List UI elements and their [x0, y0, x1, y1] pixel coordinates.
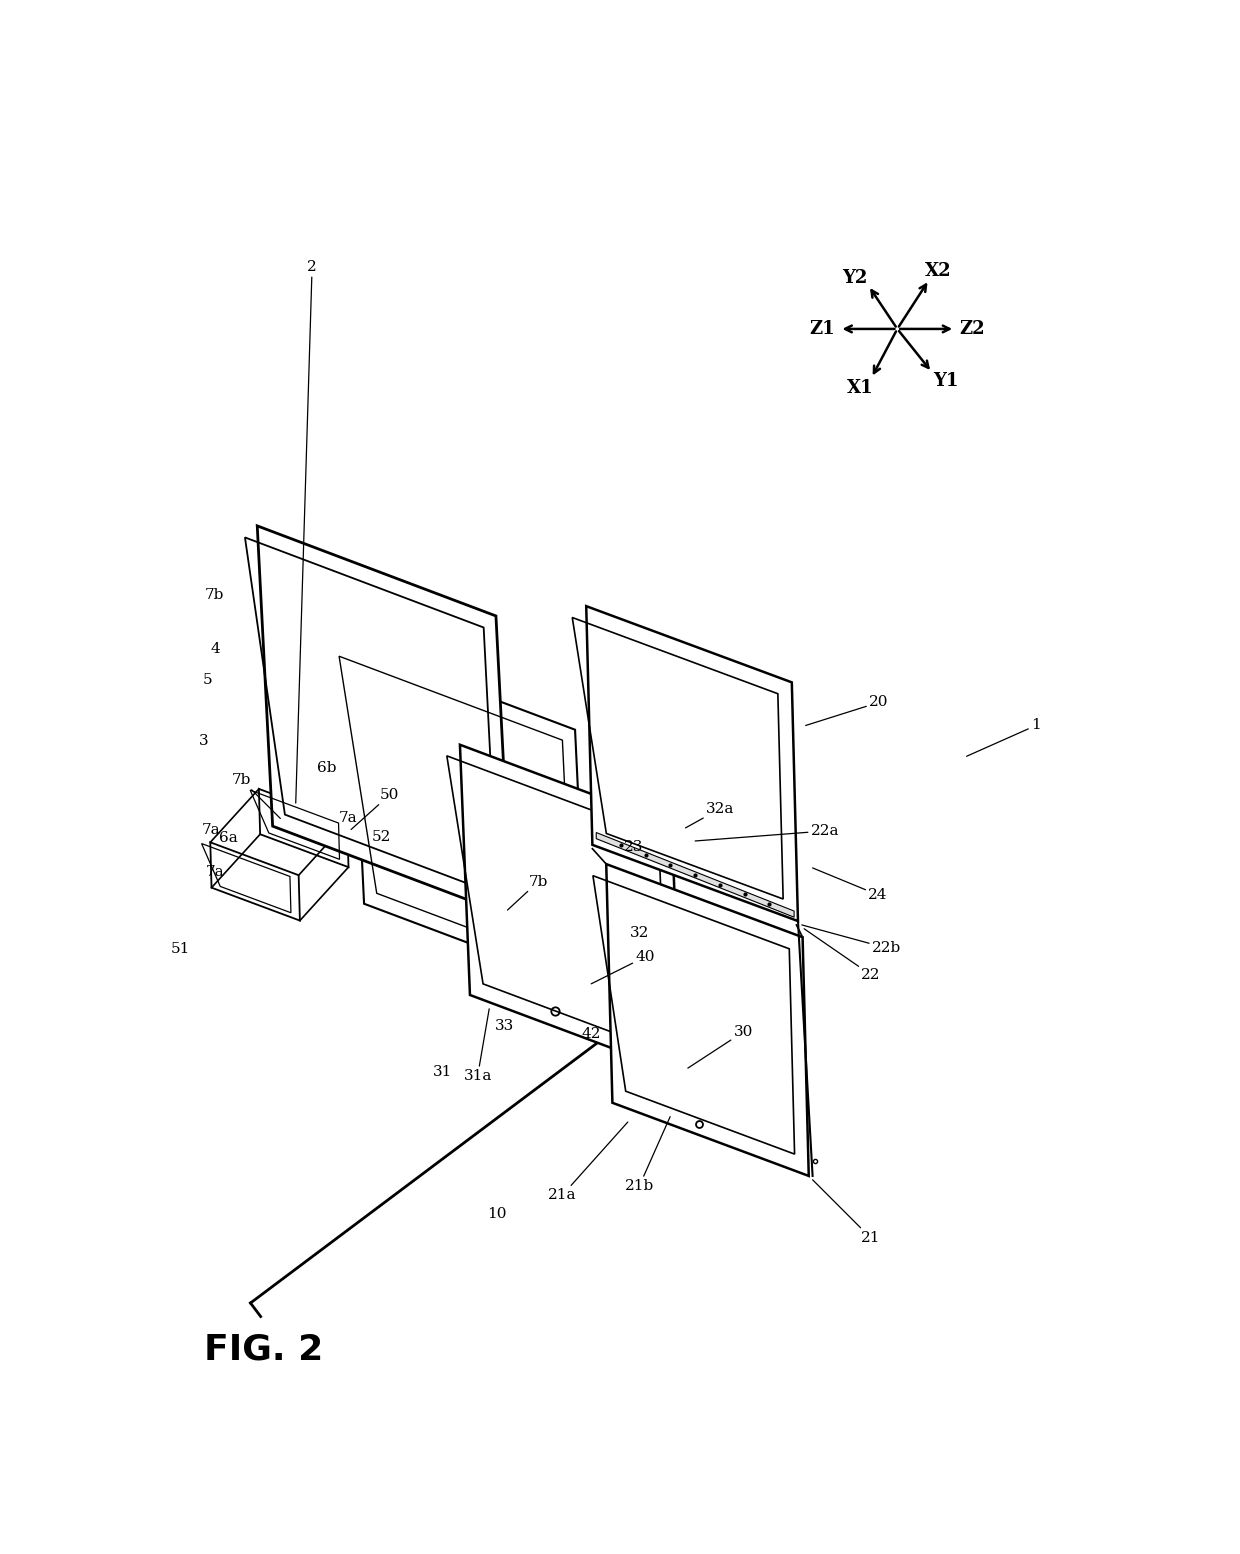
Polygon shape [259, 789, 348, 867]
Text: 24: 24 [812, 869, 888, 901]
Text: FIG. 2: FIG. 2 [205, 1332, 324, 1366]
Polygon shape [596, 833, 794, 917]
Text: 3: 3 [198, 735, 208, 749]
Polygon shape [257, 525, 511, 917]
Text: 32a: 32a [686, 802, 734, 828]
Text: 10: 10 [487, 1207, 507, 1221]
Text: 22: 22 [804, 929, 880, 982]
Text: X2: X2 [925, 261, 951, 280]
Text: 42: 42 [582, 1027, 601, 1041]
Polygon shape [587, 606, 799, 922]
Text: 5: 5 [202, 673, 212, 687]
Text: 7a: 7a [206, 866, 224, 880]
Text: 21a: 21a [548, 1122, 627, 1203]
Polygon shape [211, 842, 300, 920]
Text: 20: 20 [806, 695, 889, 726]
Text: 7b: 7b [507, 875, 548, 911]
Text: 31: 31 [433, 1064, 453, 1078]
Text: Y1: Y1 [934, 373, 959, 390]
Text: 1: 1 [967, 718, 1040, 757]
Text: 51: 51 [171, 942, 191, 956]
Text: 23: 23 [624, 839, 642, 853]
Polygon shape [606, 864, 808, 1176]
Text: 52: 52 [372, 830, 392, 844]
Text: 7a: 7a [202, 824, 221, 838]
Polygon shape [352, 646, 588, 988]
Text: 6b: 6b [316, 761, 336, 775]
Text: 7b: 7b [205, 587, 224, 601]
Text: 33: 33 [495, 1019, 515, 1033]
Text: 21b: 21b [625, 1117, 670, 1193]
Text: 7b: 7b [232, 772, 280, 819]
Text: 50: 50 [351, 788, 399, 830]
Text: X1: X1 [847, 379, 874, 396]
Text: Z2: Z2 [960, 320, 985, 337]
Text: 4: 4 [210, 642, 219, 656]
Text: 40: 40 [591, 949, 655, 984]
Text: 6a: 6a [218, 831, 237, 845]
Text: 2: 2 [295, 261, 317, 803]
Text: 22a: 22a [696, 824, 839, 841]
Text: 22b: 22b [802, 925, 901, 956]
Text: 21: 21 [812, 1179, 880, 1245]
Text: Z1: Z1 [810, 320, 836, 337]
Text: 30: 30 [688, 1026, 753, 1068]
Polygon shape [460, 744, 682, 1074]
Text: 31a: 31a [464, 1009, 492, 1083]
Text: 32: 32 [630, 926, 649, 940]
Text: 7a: 7a [339, 811, 357, 825]
Text: Y2: Y2 [842, 269, 867, 287]
